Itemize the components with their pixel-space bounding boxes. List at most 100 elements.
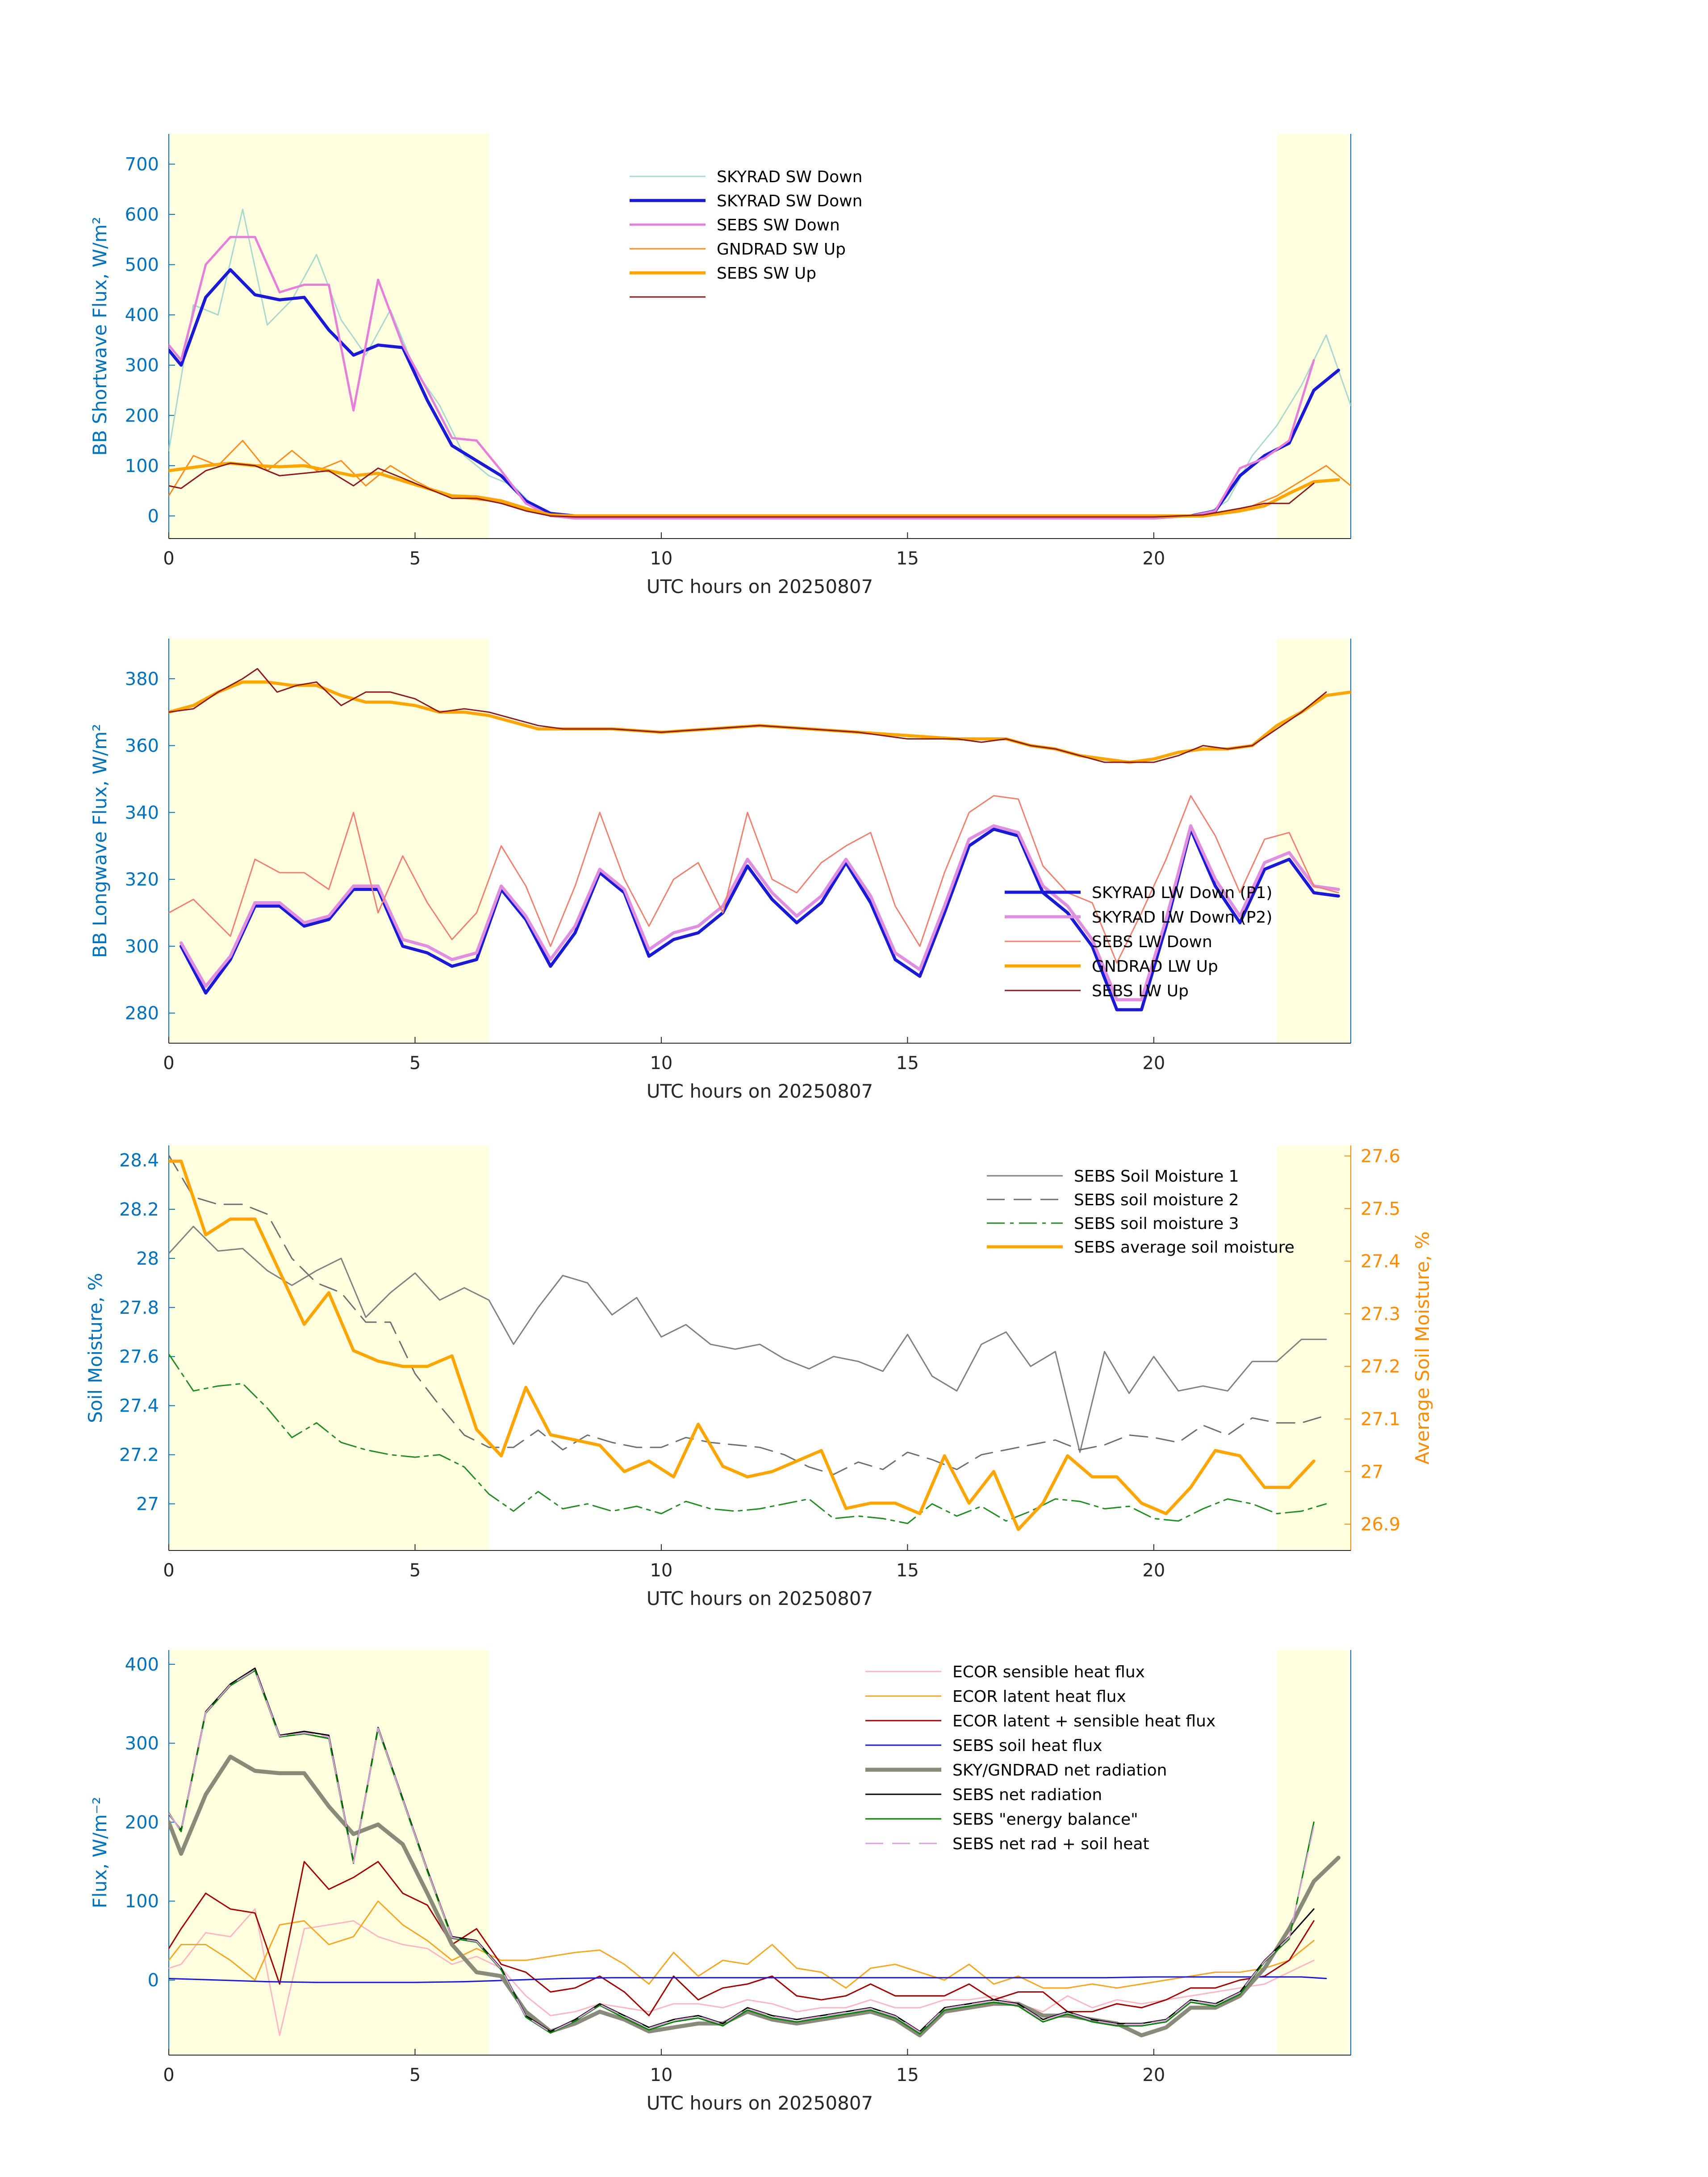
legend-entry: SKYRAD SW Down <box>717 192 862 210</box>
shaded-region <box>169 639 489 1043</box>
legend-entry: ECOR latent heat flux <box>952 1688 1126 1706</box>
panel-soil_moisture: 0 5 10 15 20 27 27.2 27.4 27.6 27.8 28 28.2 28.4 26.9… <box>84 1145 1433 1609</box>
x-tick-label: 15 <box>896 2065 919 2085</box>
series-skyrad-lw-down-p1--line <box>180 827 1340 1011</box>
y-tick-label: 28.2 <box>119 1199 159 1220</box>
shaded-region <box>169 1650 489 2055</box>
legend-entry: SEBS LW Down <box>1092 933 1212 951</box>
legend-entry: SKYRAD LW Down (P1) <box>1092 884 1272 902</box>
series-sebs-sw-up-line <box>169 462 1315 518</box>
x-tick-label: 0 <box>163 2065 174 2085</box>
series-sky-gndrad-net-radiation-line <box>169 1755 1341 2038</box>
x-tick-label: 15 <box>896 1560 919 1581</box>
x-axis-label: UTC hours on 20250807 <box>647 576 873 598</box>
x-tick-label: 20 <box>1142 1560 1165 1581</box>
legend-entry: SEBS "energy balance" <box>952 1810 1138 1829</box>
legend-entry: SEBS net rad + soil heat <box>952 1835 1149 1853</box>
series-sebs-net-rad-soil-heat-line <box>169 1669 1315 2033</box>
y-tick-label: 340 <box>125 802 159 823</box>
x-tick-label: 15 <box>896 548 919 569</box>
shaded-region <box>169 134 489 539</box>
y-axis-label: BB Longwave Flux, W/m² <box>89 724 111 958</box>
y-tick-right-label: 27.1 <box>1361 1409 1400 1430</box>
y-axis-label: Soil Moisture, % <box>84 1273 106 1423</box>
y-tick-label: 320 <box>125 869 159 890</box>
y-tick-label: 100 <box>125 456 159 476</box>
y-tick-right-label: 27.4 <box>1361 1251 1400 1272</box>
y-tick-label: 600 <box>125 205 159 225</box>
y-tick-label: 27 <box>136 1494 159 1515</box>
x-tick-label: 0 <box>163 548 174 569</box>
legend-entry: SEBS LW Up <box>1092 982 1189 1000</box>
series-sebs-soil-moisture-2-line <box>169 1154 1327 1475</box>
y-tick-right-label: 27.6 <box>1361 1146 1400 1167</box>
y-tick-label: 360 <box>125 736 159 756</box>
series-sebs-lw-up-line <box>169 668 1327 763</box>
series-group <box>169 209 1351 520</box>
x-tick-label: 5 <box>409 1560 421 1581</box>
series-ecor-sensible-heat-flux-line <box>169 1908 1315 2036</box>
y-tick-label: 200 <box>125 405 159 426</box>
y-tick-label: 27.2 <box>119 1445 159 1466</box>
legend-entry: SKYRAD SW Down <box>717 168 862 186</box>
y-tick-label: 0 <box>148 1970 159 1991</box>
legend-entry: SEBS SW Down <box>717 216 840 234</box>
x-tick-label: 20 <box>1142 548 1165 569</box>
y-tick-label: 300 <box>125 1734 159 1754</box>
y-tick-label: 380 <box>125 669 159 689</box>
y-tick-label: 27.8 <box>119 1298 159 1318</box>
legend-entry: SEBS soil moisture 2 <box>1074 1191 1239 1209</box>
y-axis-right-label: Average Soil Moisture, % <box>1412 1231 1433 1464</box>
y-tick-label: 28 <box>136 1249 159 1269</box>
x-tick-label: 5 <box>409 548 421 569</box>
x-axis-label: UTC hours on 20250807 <box>647 2092 873 2114</box>
panel-longwave: 0 5 10 15 20 280 300 320 340 360 380 UTC hours on 2… <box>89 639 1351 1102</box>
x-tick-label: 10 <box>650 1560 672 1581</box>
legend-entry: GNDRAD SW Up <box>717 240 846 259</box>
y-axis-label: Flux, W/m⁻² <box>89 1797 111 1909</box>
y-tick-label: 27.6 <box>119 1347 159 1367</box>
legend: SKYRAD SW Down SKYRAD SW Down SEBS SW Down… <box>630 168 862 298</box>
y-tick-label: 0 <box>148 506 159 526</box>
shaded-region <box>169 1145 489 1550</box>
y-tick-right-label: 27.3 <box>1361 1304 1400 1325</box>
shaded-region <box>1277 1145 1351 1550</box>
legend-entry: GNDRAD LW Up <box>1092 957 1218 976</box>
series-sebs-soil-moisture-3-line <box>169 1353 1327 1524</box>
y-tick-right-label: 27.2 <box>1361 1357 1400 1377</box>
series-sebs-sw-down-line <box>169 236 1315 520</box>
shaded-region <box>1277 134 1351 539</box>
y-tick-right-label: 27.5 <box>1361 1199 1400 1219</box>
x-tick-label: 15 <box>896 1053 919 1074</box>
legend-entry: SKYRAD LW Down (P2) <box>1092 908 1272 927</box>
x-tick-label: 10 <box>650 1053 672 1074</box>
y-tick-label: 28.4 <box>119 1150 159 1171</box>
y-tick-label: 300 <box>125 936 159 957</box>
x-tick-label: 10 <box>650 2065 672 2085</box>
series-sebs-lw-down-line <box>169 795 1339 964</box>
legend-entry: SEBS average soil moisture <box>1074 1238 1295 1257</box>
series-sebs-soil-moisture-1-line <box>169 1225 1327 1453</box>
y-tick-label: 700 <box>125 155 159 175</box>
series-sebs-soil-heat-flux-line <box>169 1976 1327 1983</box>
y-tick-label: 300 <box>125 355 159 376</box>
shaded-region <box>1277 639 1351 1043</box>
y-axis-label: BB Shortwave Flux, W/m² <box>89 217 111 455</box>
legend-entry: SEBS Soil Moisture 1 <box>1074 1167 1239 1186</box>
series-ecor-latent-sensible-heat-flux-line <box>169 1861 1315 2017</box>
series-group <box>169 1667 1341 2038</box>
legend-entry: SKY/GNDRAD net radiation <box>952 1761 1167 1780</box>
x-tick-label: 0 <box>163 1053 174 1074</box>
legend-entry: SEBS SW Up <box>717 264 816 283</box>
x-axis-label: UTC hours on 20250807 <box>647 1588 873 1609</box>
x-tick-label: 5 <box>409 2065 421 2085</box>
legend: SEBS Soil Moisture 1 SEBS soil moisture 2… <box>987 1167 1295 1257</box>
shaded-region <box>1277 1650 1351 2055</box>
y-tick-label: 400 <box>125 1655 159 1675</box>
series-group <box>169 1154 1327 1531</box>
x-axis-label: UTC hours on 20250807 <box>647 1080 873 1102</box>
legend-entry: SEBS soil moisture 3 <box>1074 1215 1239 1233</box>
x-tick-label: 10 <box>650 548 672 569</box>
